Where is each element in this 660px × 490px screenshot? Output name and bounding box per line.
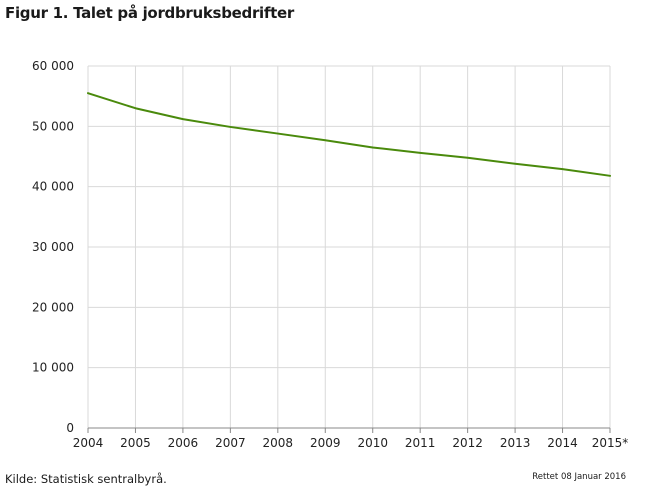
x-tick-label: 2004 [73,436,104,450]
x-tick-label: 2011 [405,436,436,450]
data-point [514,162,516,165]
y-tick-label: 10 000 [32,361,74,375]
x-tick-label: 2005 [120,436,151,450]
data-point [277,132,279,135]
data-point [561,168,564,170]
y-tick-label: 60 000 [32,59,74,73]
x-tick-label: 2014 [547,436,578,450]
grid-lines [87,65,611,433]
x-axis-ticks: 2004 2005 2006 2007 2008 2009 2010 2011 2012 2013… [73,436,629,450]
chart-title: Figur 1. Talet på jordbruksbedrifter [5,4,294,22]
series-line [87,92,611,177]
x-tick-label: 2013 [500,436,531,450]
data-point [229,126,232,128]
data-point [87,92,89,94]
data-point [324,139,327,142]
x-tick-label: 2012 [452,436,483,450]
x-tick-label: 2015* [592,436,629,450]
data-point [134,107,137,110]
y-tick-label: 30 000 [32,240,74,254]
source-note: Kilde: Statistisk sentralbyrå. [5,472,167,486]
x-tick-label: 2009 [310,436,341,450]
y-tick-label: 0 [66,421,74,435]
data-point [182,118,184,120]
y-tick-label: 40 000 [32,180,74,194]
data-point [466,156,469,159]
x-tick-label: 2008 [263,436,294,450]
y-tick-label: 50 000 [32,119,74,133]
data-point [371,146,374,149]
y-axis-ticks: 0 10 000 20 000 30 000 40 000 50 000 60 000 [32,59,74,435]
data-point [609,175,611,177]
x-tick-label: 2006 [168,436,199,450]
data-point [419,152,421,154]
x-tick-label: 2007 [215,436,246,450]
updated-note: Rettet 08 Januar 2016 [532,472,626,482]
x-tick-label: 2010 [357,436,388,450]
y-tick-label: 20 000 [32,300,74,314]
series-lines [87,92,611,177]
